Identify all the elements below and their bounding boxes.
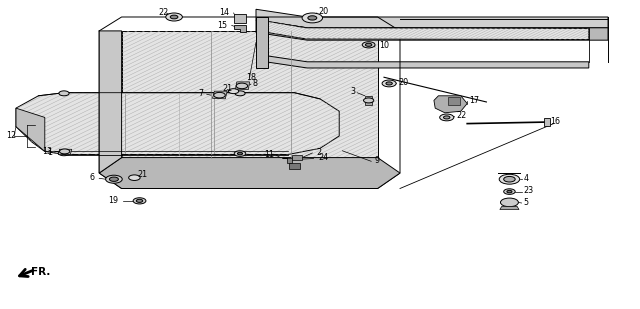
Polygon shape [256,20,608,40]
Circle shape [235,91,245,96]
Text: 20: 20 [319,7,329,16]
Circle shape [60,149,70,154]
Circle shape [365,43,372,46]
Circle shape [59,91,69,96]
Circle shape [61,152,67,154]
Text: 17: 17 [469,96,479,105]
Polygon shape [498,173,521,174]
Text: 16: 16 [550,116,561,126]
Circle shape [236,83,248,89]
Circle shape [499,174,520,184]
Text: 22: 22 [159,8,169,18]
Text: 1: 1 [47,147,52,157]
Text: 8: 8 [253,79,258,88]
Text: FR.: FR. [31,267,50,277]
Circle shape [106,175,122,183]
Circle shape [302,13,323,23]
Circle shape [58,150,70,156]
Circle shape [133,198,146,204]
Text: 15: 15 [217,21,227,30]
Text: 12: 12 [6,131,17,141]
Circle shape [364,98,374,103]
Polygon shape [365,96,372,105]
Text: 20: 20 [399,78,409,87]
Circle shape [386,82,392,85]
Circle shape [440,114,454,121]
Text: 14: 14 [219,8,229,18]
Circle shape [166,13,182,21]
Polygon shape [282,158,292,163]
Polygon shape [212,91,227,99]
Polygon shape [234,25,246,32]
Circle shape [500,198,518,207]
Text: 4: 4 [524,174,529,183]
Polygon shape [236,82,250,90]
Text: 2: 2 [317,148,322,158]
Text: 24: 24 [319,153,329,162]
Polygon shape [99,158,400,188]
Circle shape [504,189,515,194]
Text: 7: 7 [198,89,204,98]
Circle shape [136,199,143,202]
Polygon shape [16,108,45,151]
Circle shape [507,190,512,193]
Text: 19: 19 [108,196,118,205]
Circle shape [129,175,140,180]
Text: 10: 10 [379,41,389,50]
Text: 9: 9 [374,156,380,165]
Polygon shape [99,31,122,173]
Circle shape [237,152,243,155]
Polygon shape [234,14,246,23]
Circle shape [170,15,178,19]
Circle shape [109,177,118,181]
Polygon shape [448,97,460,105]
Polygon shape [256,9,608,28]
Text: 22: 22 [456,111,467,121]
Text: 3: 3 [350,87,355,96]
Text: 13: 13 [42,147,52,156]
Circle shape [504,176,515,182]
Polygon shape [434,96,467,113]
Text: 18: 18 [246,73,257,82]
Circle shape [382,80,396,87]
Text: 5: 5 [524,198,529,207]
Text: 11: 11 [264,150,274,159]
Circle shape [362,42,375,48]
Circle shape [234,151,246,156]
Polygon shape [58,149,72,154]
Text: 21: 21 [223,84,233,94]
Polygon shape [289,163,300,169]
Circle shape [214,92,225,98]
Polygon shape [500,206,519,210]
Polygon shape [122,31,378,158]
Polygon shape [256,17,268,68]
Text: 21: 21 [138,170,148,179]
Circle shape [228,89,239,94]
Polygon shape [16,93,339,154]
Polygon shape [266,21,589,40]
Text: 6: 6 [90,173,95,182]
Polygon shape [292,154,302,160]
Polygon shape [266,56,589,68]
Circle shape [444,116,450,119]
Polygon shape [544,118,550,126]
Circle shape [308,16,317,20]
Text: 23: 23 [524,186,534,196]
